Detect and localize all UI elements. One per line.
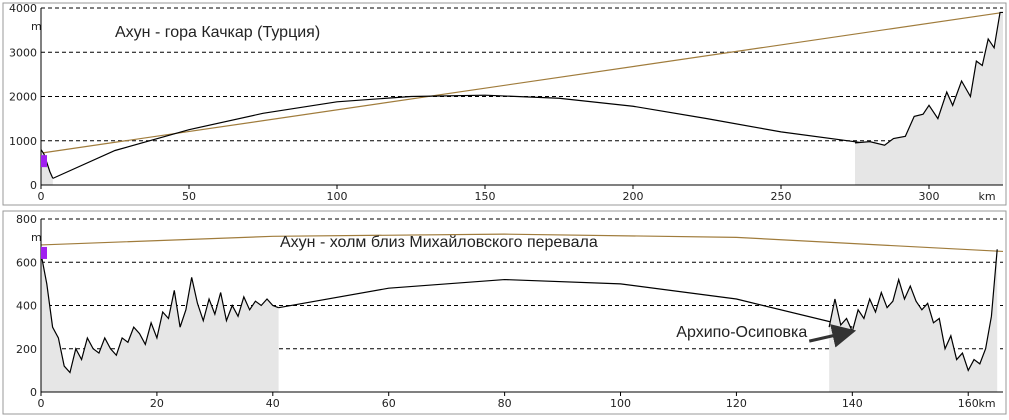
annotation-arrow [808,324,857,348]
y-tick-label: 1000 [9,135,37,148]
y-unit: m [31,231,42,244]
y-tick-label: 2000 [9,91,37,104]
annotation: Архипо-Осиповка [676,324,807,341]
x-tick-label: 100 [327,190,348,203]
x-unit: km [978,190,995,203]
panel-frame [2,2,1007,206]
x-tick-label: 100 [610,397,631,410]
x-tick-label: 300 [919,190,940,203]
profile-line [278,278,853,328]
observer-marker [41,155,47,168]
y-tick-label: 0 [30,386,37,399]
x-tick-label: 80 [498,397,512,410]
x-tick-label: 40 [266,397,280,410]
y-tick-label: 800 [16,213,37,226]
y-tick-label: 0 [30,179,37,192]
y-tick-label: 400 [16,300,37,313]
chart-title: Ахун - гора Качкар (Турция) [115,24,320,41]
y-tick-label: 600 [16,256,37,269]
x-tick-label: 50 [182,190,196,203]
x-tick-label: 160 [958,397,979,410]
x-tick-label: 20 [150,397,164,410]
panel-frame [2,210,1007,415]
x-tick-label: 150 [475,190,496,203]
profile-line [40,249,998,374]
x-tick-label: 0 [38,190,45,203]
y-tick-label: 3000 [9,46,37,59]
y-tick-label: 200 [16,343,37,356]
y-tick-label: 4000 [9,2,37,15]
profile-line [40,11,1004,154]
profile-line [40,233,1004,253]
x-tick-label: 0 [38,397,45,410]
x-tick-label: 250 [771,190,792,203]
terrain-area [41,249,998,392]
x-tick-label: 200 [623,190,644,203]
x-unit: km [978,397,995,410]
observer-marker [41,246,47,259]
chart-title: Ахун - холм близ Михайловского перевала [280,234,598,251]
x-tick-label: 120 [726,397,747,410]
x-tick-label: 140 [842,397,863,410]
terrain-area [41,12,1003,185]
y-unit: m [31,20,42,33]
x-tick-label: 60 [382,397,396,410]
profile-line [52,94,864,179]
